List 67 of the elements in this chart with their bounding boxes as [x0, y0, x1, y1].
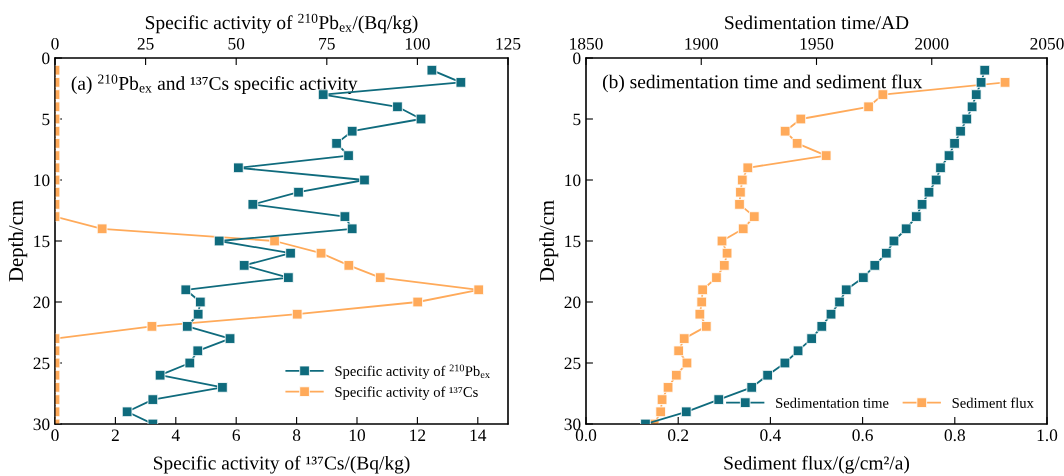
point — [121, 406, 133, 418]
x-tick-label: 14 — [470, 429, 487, 441]
x-axis-title: Specific activity of ¹³⁷Cs/(Bq/kg) — [153, 455, 410, 474]
x2-tick-label: 1950 — [800, 37, 834, 50]
point — [888, 235, 900, 247]
x-tick-label: 4 — [171, 429, 180, 441]
annotation: (a) $^{210}$Pb$_{ex}$ and ¹³⁷Cs specific activity — [71, 74, 358, 94]
point — [346, 223, 358, 235]
point — [192, 345, 204, 357]
x-tick-label: 6 — [232, 429, 241, 442]
legend-label: Sediment flux — [952, 397, 1034, 408]
y-tick-label: 10 — [34, 174, 50, 187]
y-tick-label: 10 — [565, 174, 581, 187]
legend-label: Sedimentation time — [776, 397, 889, 408]
x2-tick-label: 75 — [319, 38, 335, 50]
x-tick-label: 0.6 — [852, 429, 873, 442]
y-tick-label: 15 — [565, 235, 581, 248]
y-tick-label: 15 — [34, 235, 50, 248]
x2-tick-label: 1900 — [685, 37, 718, 50]
x-tick-label: 12 — [410, 429, 426, 441]
x2-tick-label: 2050 — [1030, 37, 1064, 50]
x-tick-label: 10 — [349, 429, 366, 442]
x-axis-title: Sediment flux/(g/cm²/a) — [724, 455, 910, 474]
point — [792, 345, 804, 357]
x2-tick-label: 2000 — [915, 37, 949, 50]
y-tick-label: 25 — [564, 357, 581, 370]
y-tick-label: 20 — [33, 296, 50, 309]
point — [930, 174, 942, 186]
y-tick-label: 0 — [42, 52, 50, 65]
x2-tick-label: 100 — [405, 37, 430, 50]
y-tick-label: 5 — [42, 113, 50, 126]
x2-tick-label: 50 — [228, 37, 245, 50]
x2-axis-title: Sedimentation time/AD — [725, 15, 909, 30]
y-tick-label: 25 — [33, 357, 50, 370]
annotation: (b) sedimentation time and sediment flux — [602, 74, 923, 93]
point — [779, 357, 791, 369]
y-axis-title: Depth/cm — [8, 200, 28, 282]
point — [961, 113, 973, 125]
x-tick-label: 8 — [292, 429, 301, 442]
point — [180, 284, 192, 296]
point — [195, 296, 206, 308]
x-tick-label: 1.0 — [1037, 429, 1058, 442]
point — [415, 113, 427, 125]
x2-tick-label: 1850 — [570, 37, 603, 50]
y-axis-title: Depth/cm — [539, 200, 559, 282]
x-tick-label: 0 — [51, 429, 59, 442]
x-tick-label: 0.2 — [668, 429, 689, 442]
y-tick-label: 0 — [573, 52, 581, 65]
point — [680, 406, 692, 418]
point — [881, 247, 892, 259]
x2-tick-label: 125 — [496, 37, 521, 50]
x-tick-label: 2 — [111, 429, 119, 441]
x-tick-label: 0.4 — [760, 429, 781, 442]
y-tick-label: 30 — [33, 418, 50, 431]
x2-tick-label: 0 — [51, 37, 59, 50]
legend-label: Specific activity of $^{210}$Pb$_{ex}$ — [335, 364, 490, 380]
x2-tick-label: 25 — [137, 37, 154, 50]
point — [979, 64, 991, 76]
point — [825, 308, 837, 320]
x2-axis-title: Specific activity of $^{210}$Pb$_{ex}$/(Bq/kg) — [145, 13, 418, 34]
y-tick-label: 20 — [564, 296, 581, 309]
legend-label: Specific activity of ¹³⁷Cs — [335, 386, 478, 400]
x-tick-label: 0.0 — [575, 429, 597, 442]
point — [426, 64, 438, 76]
y-tick-label: 5 — [573, 113, 581, 126]
y-tick-label: 30 — [564, 418, 581, 431]
x-tick-label: 0.8 — [944, 429, 965, 442]
